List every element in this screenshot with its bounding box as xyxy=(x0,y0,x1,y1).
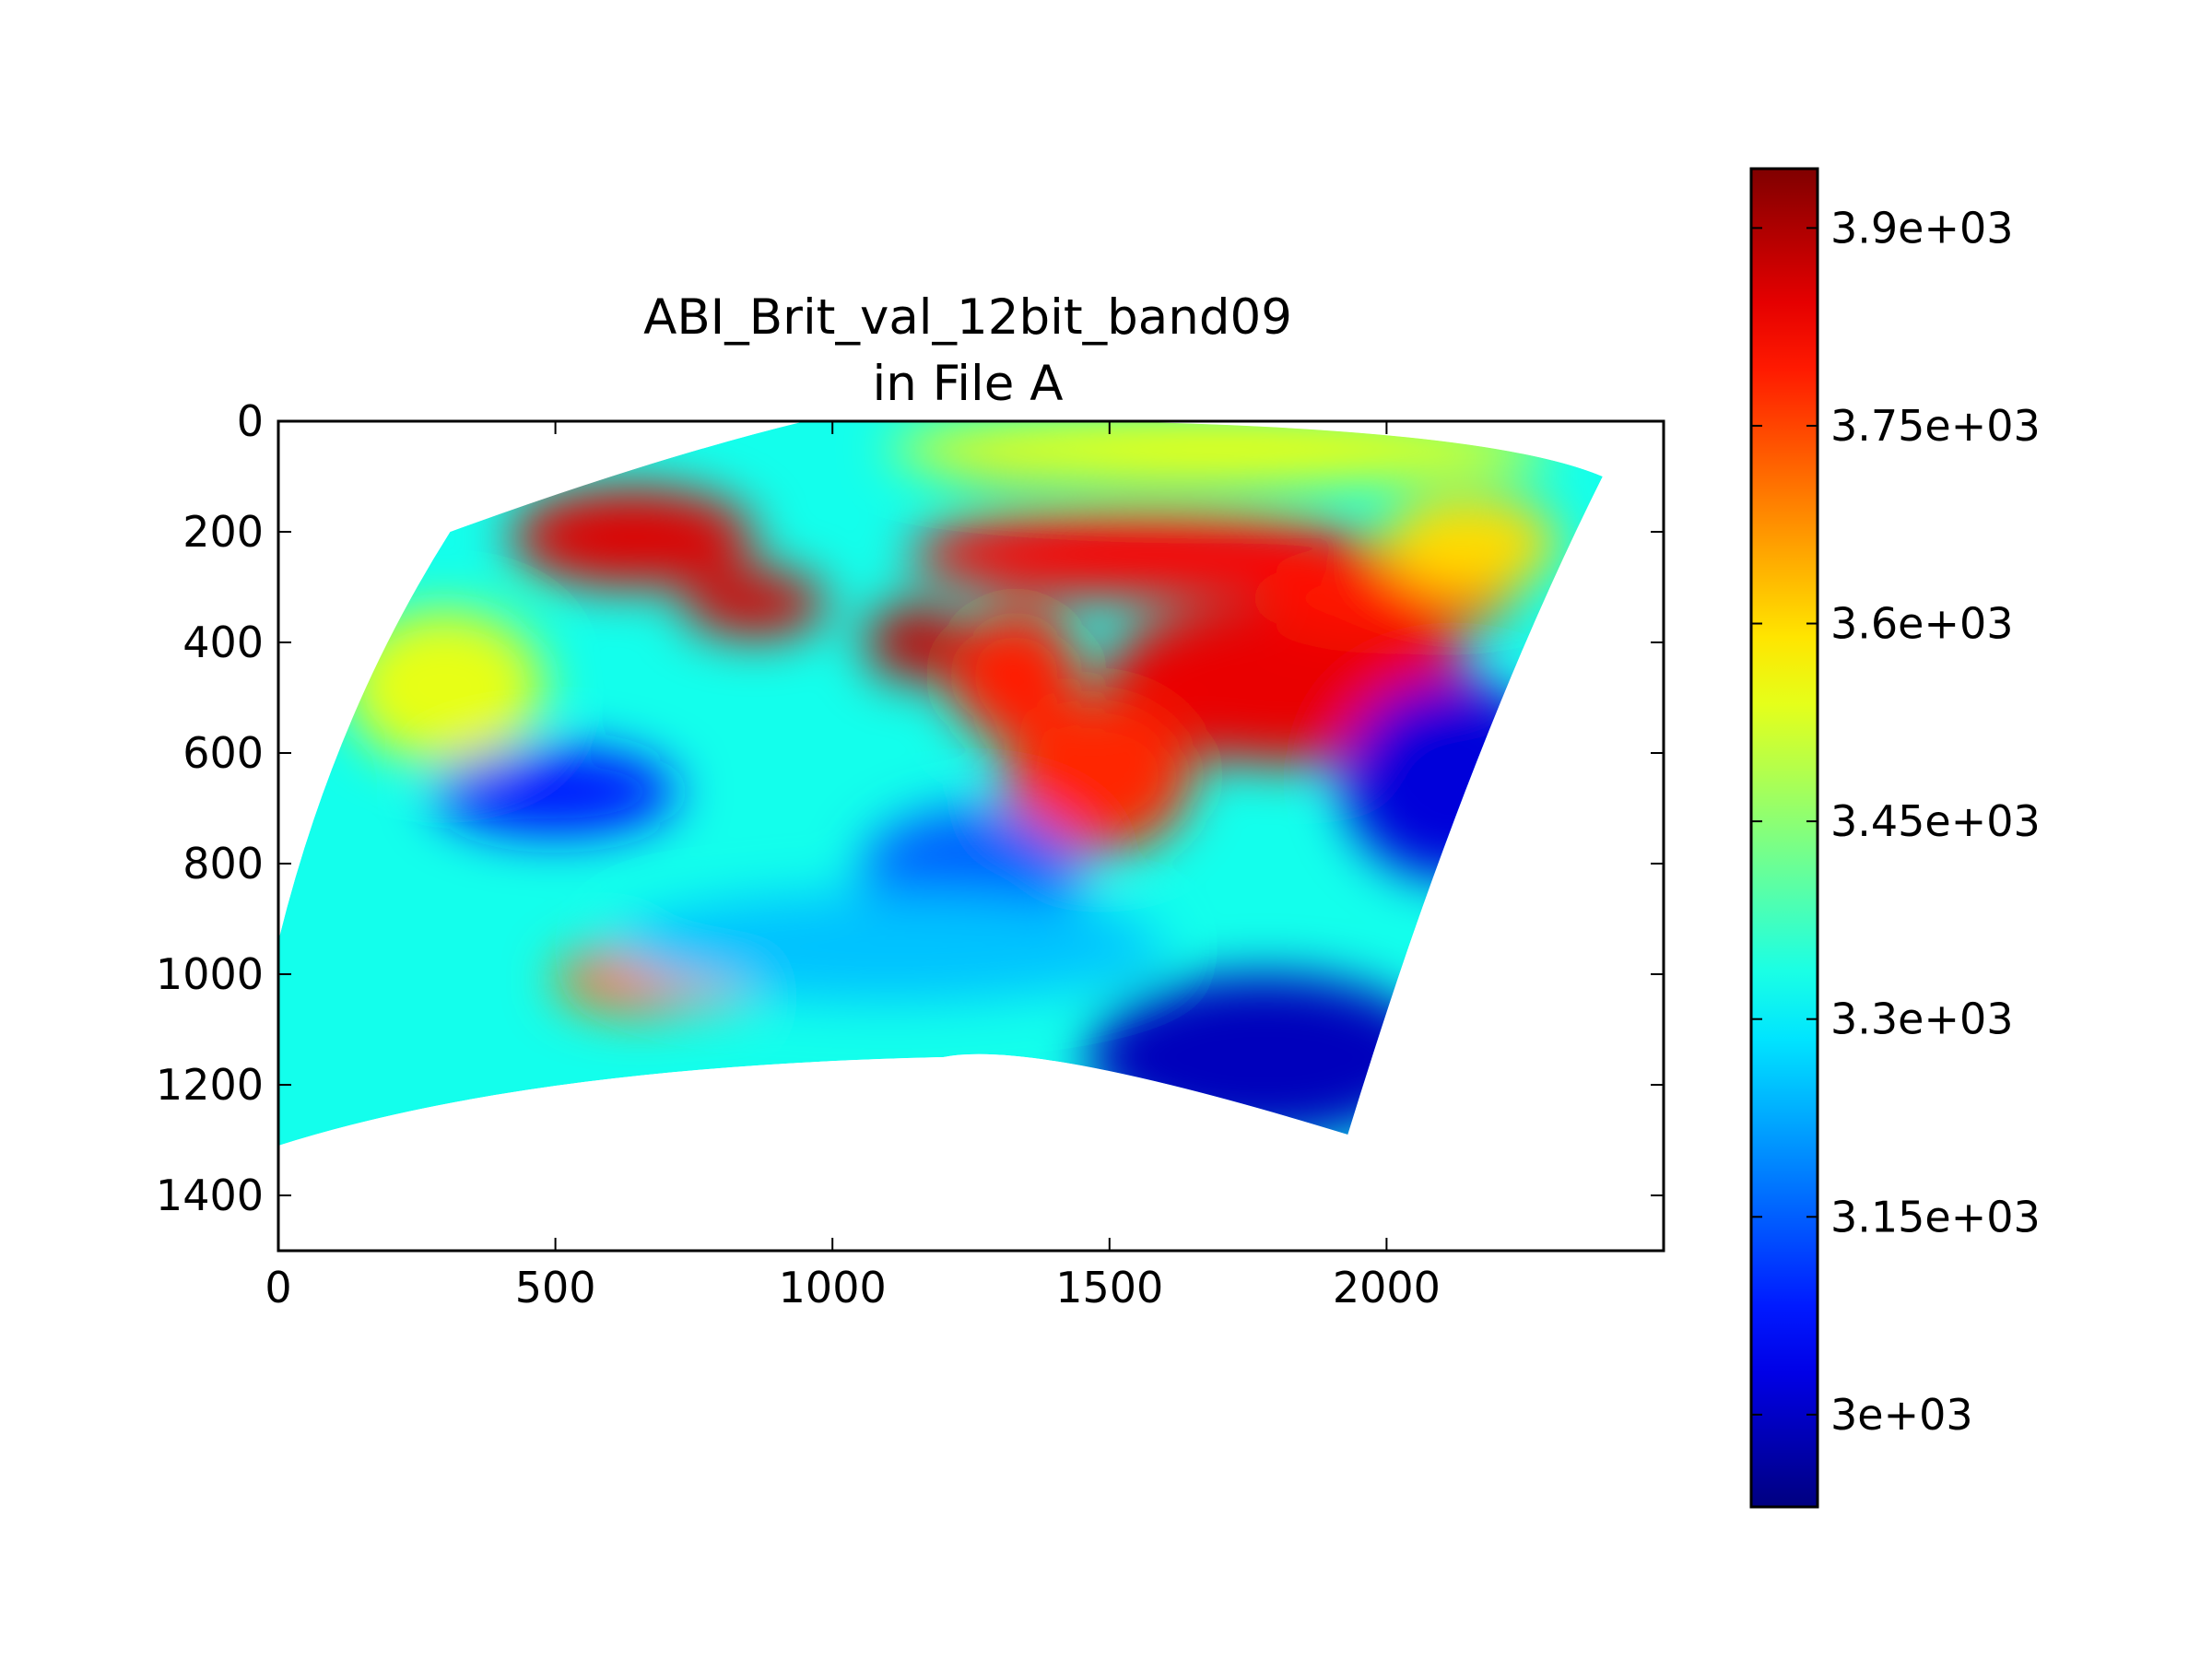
colorbar-tick-label: 3.75e+03 xyxy=(1830,401,2041,451)
x-tick-label: 1000 xyxy=(779,1263,887,1312)
colorbar-tick-label: 3e+03 xyxy=(1830,1390,1973,1440)
colorbar-tick-label: 3.45e+03 xyxy=(1830,796,2041,846)
x-tick-label: 1500 xyxy=(1055,1263,1163,1312)
colorbar-tick-label: 3.3e+03 xyxy=(1830,994,2014,1044)
heatmap-feature xyxy=(1004,698,1193,853)
heatmap-feature xyxy=(433,747,677,836)
x-axis: 0 500 1000 1500 2000 xyxy=(265,421,1441,1312)
heatmap-feature xyxy=(682,571,828,637)
x-tick-label: 500 xyxy=(515,1263,596,1312)
y-tick-label: 200 xyxy=(182,507,264,557)
x-tick-label: 2000 xyxy=(1333,1263,1441,1312)
heatmap-blobs xyxy=(345,421,1564,1140)
y-tick-label: 600 xyxy=(182,728,264,778)
y-tick-label: 1200 xyxy=(156,1060,264,1110)
y-tick-label: 1000 xyxy=(156,949,264,999)
colorbar xyxy=(1749,167,1819,1509)
heatmap-feature xyxy=(865,604,966,681)
heatmap-feature xyxy=(1087,974,1442,1140)
plot-frame xyxy=(276,419,1665,1253)
y-tick-label: 400 xyxy=(182,618,264,667)
heatmap-feature xyxy=(888,421,1553,482)
heatmap-feature xyxy=(1381,493,1559,593)
heatmap-feature xyxy=(610,891,1165,1002)
y-tick-label: 800 xyxy=(182,839,264,888)
heatmap-feature xyxy=(345,609,545,764)
y-axis: 0 200 400 600 800 1000 1200 1400 xyxy=(156,396,1664,1220)
y-tick-label: 0 xyxy=(237,396,264,446)
heatmap-layer xyxy=(278,421,1603,1146)
colorbar-tick-label: 3.9e+03 xyxy=(1830,203,2014,253)
colorbar-tick-label: 3.6e+03 xyxy=(1830,599,2014,649)
heatmap-feature xyxy=(948,609,1082,742)
x-tick-label: 0 xyxy=(265,1263,291,1312)
heatmap-feature xyxy=(910,510,1376,598)
heatmap-footprint xyxy=(278,421,1603,1146)
heatmap-feature xyxy=(1342,681,1564,880)
chart-title: ABI_Brit_val_12bit_band09 xyxy=(643,289,1292,346)
y-tick-label: 1400 xyxy=(156,1171,264,1220)
heatmap-feature xyxy=(511,488,756,587)
colorbar-tick-label: 3.15e+03 xyxy=(1830,1192,2041,1241)
colorbar-axis: 3e+03 3.15e+03 3.3e+03 3.45e+03 3.6e+03 3.75e… xyxy=(1751,203,2041,1440)
chart-subtitle: in File A xyxy=(872,356,1064,412)
